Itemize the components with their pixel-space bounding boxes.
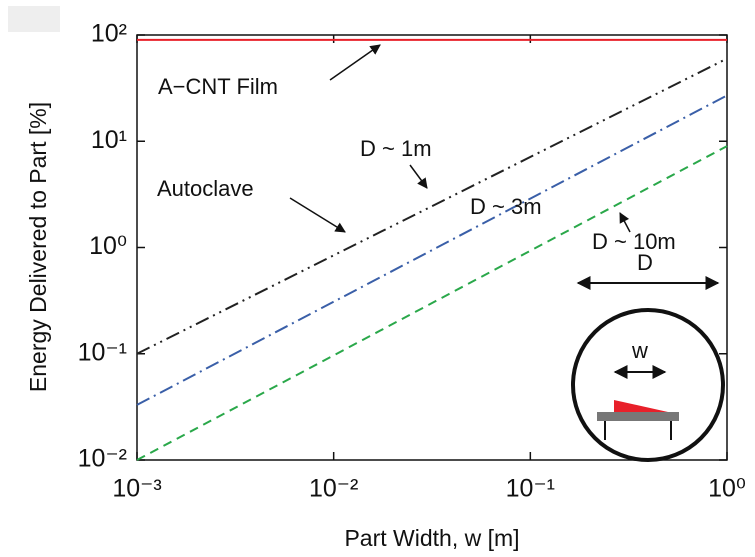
x-tick-label: 10⁻²	[309, 475, 358, 503]
x-axis-label: Part Width, w [m]	[344, 525, 519, 551]
arrow	[410, 165, 427, 188]
inset-diagram: D w	[573, 250, 723, 460]
corner-box	[8, 6, 60, 32]
x-tick-label: 10⁰	[708, 475, 746, 503]
annotation: D ~ 3m	[470, 194, 542, 219]
annotation: A−CNT Film	[158, 74, 278, 99]
chamber	[573, 310, 723, 460]
annotation: Autoclave	[157, 176, 254, 201]
tool	[597, 412, 679, 421]
annotation: D	[637, 250, 653, 275]
y-tick-label: 10²	[91, 20, 127, 48]
y-tick-label: 10⁻²	[78, 445, 127, 473]
y-tick-label: 10¹	[91, 126, 127, 154]
y-tick-label: 10⁰	[89, 232, 127, 260]
y-tick-label: 10⁻¹	[78, 338, 127, 366]
chart: 10⁻³10⁻²10⁻¹10⁰10⁻²10⁻¹10⁰10¹10² A−CNT F…	[0, 0, 755, 557]
annotation: D ~ 10m	[592, 229, 676, 254]
arrow	[330, 45, 380, 80]
y-axis-label: Energy Delivered to Part [%]	[25, 102, 51, 392]
annotation: w	[631, 338, 648, 363]
x-tick-label: 10⁻³	[112, 475, 161, 503]
arrow	[290, 198, 345, 232]
x-tick-label: 10⁻¹	[506, 475, 555, 503]
annotation: D ~ 1m	[360, 136, 432, 161]
